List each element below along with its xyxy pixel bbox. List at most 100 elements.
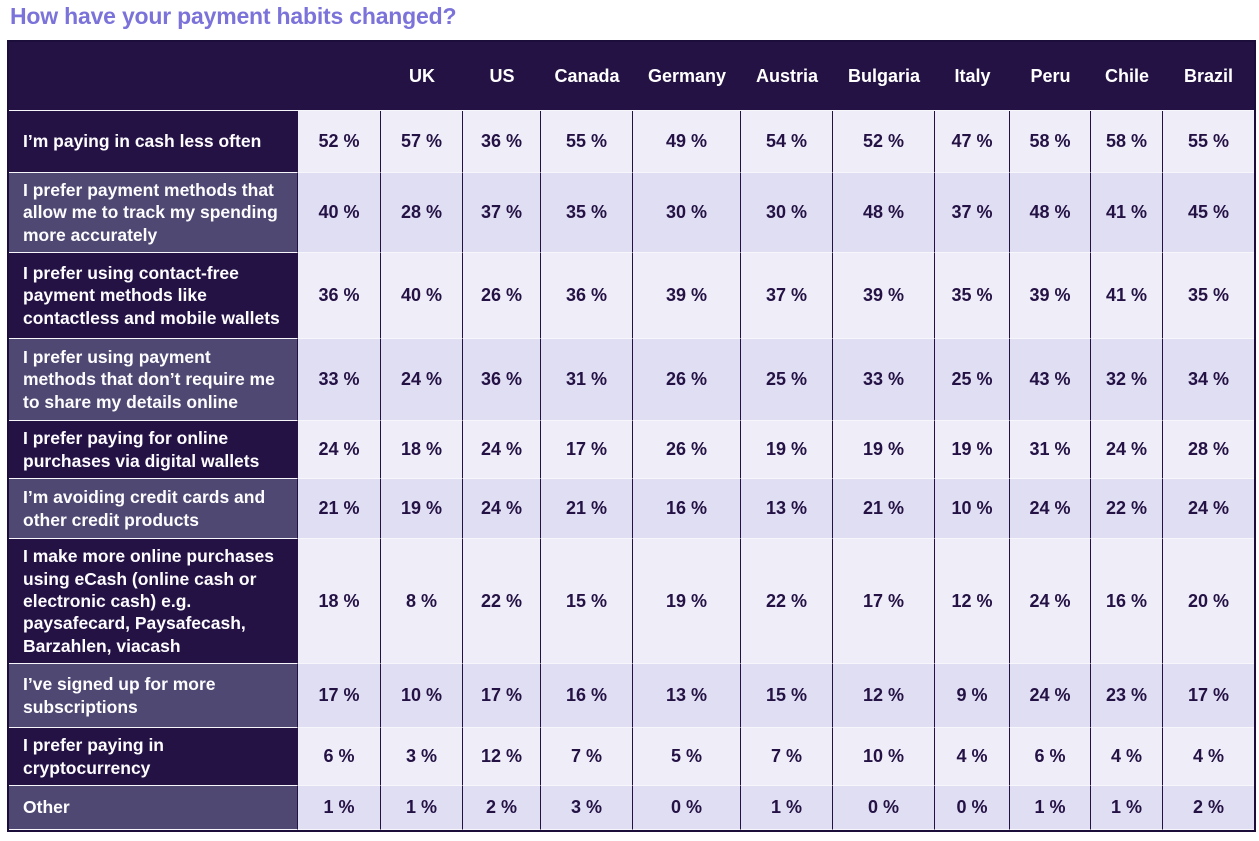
value-cell: 35 % <box>1163 253 1254 340</box>
value-cell: 17 % <box>1163 664 1254 729</box>
value-cell: 48 % <box>1010 173 1091 254</box>
value-cell: 24 % <box>298 421 381 480</box>
value-cell: 23 % <box>1091 664 1163 729</box>
value-cell: 40 % <box>381 253 463 340</box>
value-cell: 6 % <box>1010 728 1091 787</box>
value-cell: 13 % <box>741 479 833 540</box>
page-title: How have your payment habits changed? <box>10 3 457 29</box>
value-cell: 0 % <box>633 786 741 831</box>
value-cell: 57 % <box>381 111 463 173</box>
value-cell: 30 % <box>741 173 833 254</box>
column-header-bulgaria: Bulgaria <box>833 42 935 111</box>
value-cell: 35 % <box>541 173 633 254</box>
table-row: I’ve signed up for more subscriptions 17 … <box>9 664 1254 729</box>
value-cell: 26 % <box>633 339 741 422</box>
value-cell: 47 % <box>935 111 1010 173</box>
value-cell: 1 % <box>298 786 381 831</box>
value-cell: 39 % <box>633 253 741 340</box>
value-cell: 25 % <box>741 339 833 422</box>
table-row: I make more online purchases using eCash… <box>9 539 1254 665</box>
value-cell: 43 % <box>1010 339 1091 422</box>
column-header-italy: Italy <box>935 42 1010 111</box>
row-label: I’ve signed up for more subscriptions <box>9 664 298 729</box>
value-cell: 48 % <box>833 173 935 254</box>
value-cell: 19 % <box>833 421 935 480</box>
value-cell: 58 % <box>1091 111 1163 173</box>
value-cell: 19 % <box>633 539 741 665</box>
column-header-canada: Canada <box>541 42 633 111</box>
value-cell: 24 % <box>1163 479 1254 540</box>
value-cell: 55 % <box>541 111 633 173</box>
value-cell: 3 % <box>381 728 463 787</box>
value-cell: 49 % <box>633 111 741 173</box>
table-row: I prefer using contact-free payment meth… <box>9 253 1254 340</box>
value-cell: 22 % <box>463 539 541 665</box>
table-row: I prefer payment methods that allow me t… <box>9 173 1254 254</box>
value-cell: 21 % <box>833 479 935 540</box>
value-cell: 12 % <box>833 664 935 729</box>
value-cell: 19 % <box>935 421 1010 480</box>
value-cell: 16 % <box>1091 539 1163 665</box>
value-cell: 26 % <box>463 253 541 340</box>
value-cell: 19 % <box>381 479 463 540</box>
value-cell: 37 % <box>463 173 541 254</box>
row-label: I make more online purchases using eCash… <box>9 539 298 665</box>
value-cell: 21 % <box>541 479 633 540</box>
value-cell: 24 % <box>1010 664 1091 729</box>
column-header-uk: UK <box>381 42 463 111</box>
value-cell: 7 % <box>741 728 833 787</box>
value-cell: 22 % <box>741 539 833 665</box>
value-cell: 28 % <box>1163 421 1254 480</box>
value-cell: 13 % <box>633 664 741 729</box>
value-cell: 36 % <box>463 111 541 173</box>
value-cell: 58 % <box>1010 111 1091 173</box>
table-header: UK US Canada Germany Austria Bulgaria Italy Per… <box>9 42 1254 111</box>
column-header-austria: Austria <box>741 42 833 111</box>
column-header-chile: Chile <box>1091 42 1163 111</box>
row-label: I prefer paying for online purchases via… <box>9 421 298 480</box>
value-cell: 4 % <box>1163 728 1254 787</box>
value-cell: 1 % <box>381 786 463 831</box>
row-label: I prefer using contact-free payment meth… <box>9 253 298 340</box>
value-cell: 54 % <box>741 111 833 173</box>
value-cell: 15 % <box>741 664 833 729</box>
value-cell: 12 % <box>463 728 541 787</box>
table-row: I prefer using payment methods that don’… <box>9 339 1254 422</box>
value-cell: 2 % <box>1163 786 1254 831</box>
value-cell: 7 % <box>541 728 633 787</box>
value-cell: 41 % <box>1091 253 1163 340</box>
value-cell: 37 % <box>935 173 1010 254</box>
column-header-brazil: Brazil <box>1163 42 1254 111</box>
value-cell: 52 % <box>298 111 381 173</box>
value-cell: 26 % <box>633 421 741 480</box>
column-header-us: US <box>463 42 541 111</box>
value-cell: 4 % <box>1091 728 1163 787</box>
value-cell: 19 % <box>741 421 833 480</box>
value-cell: 9 % <box>935 664 1010 729</box>
value-cell: 2 % <box>463 786 541 831</box>
value-cell: 8 % <box>381 539 463 665</box>
value-cell: 22 % <box>1091 479 1163 540</box>
value-cell: 24 % <box>463 479 541 540</box>
row-label: I prefer using payment methods that don’… <box>9 339 298 422</box>
value-cell: 33 % <box>833 339 935 422</box>
value-cell: 18 % <box>298 539 381 665</box>
value-cell: 17 % <box>541 421 633 480</box>
value-cell: 24 % <box>381 339 463 422</box>
value-cell: 45 % <box>1163 173 1254 254</box>
value-cell: 16 % <box>633 479 741 540</box>
value-cell: 18 % <box>381 421 463 480</box>
corner-cell <box>9 42 298 111</box>
value-cell: 24 % <box>1010 479 1091 540</box>
value-cell: 10 % <box>381 664 463 729</box>
table-body: I’m paying in cash less often 52 % 57 % 36 … <box>9 111 1254 831</box>
value-cell: 39 % <box>1010 253 1091 340</box>
value-cell: 55 % <box>1163 111 1254 173</box>
value-cell: 1 % <box>741 786 833 831</box>
value-cell: 39 % <box>833 253 935 340</box>
row-label: I’m paying in cash less often <box>9 111 298 173</box>
value-cell: 0 % <box>935 786 1010 831</box>
row-label: Other <box>9 786 298 831</box>
header-row: UK US Canada Germany Austria Bulgaria Italy Per… <box>9 42 1254 111</box>
